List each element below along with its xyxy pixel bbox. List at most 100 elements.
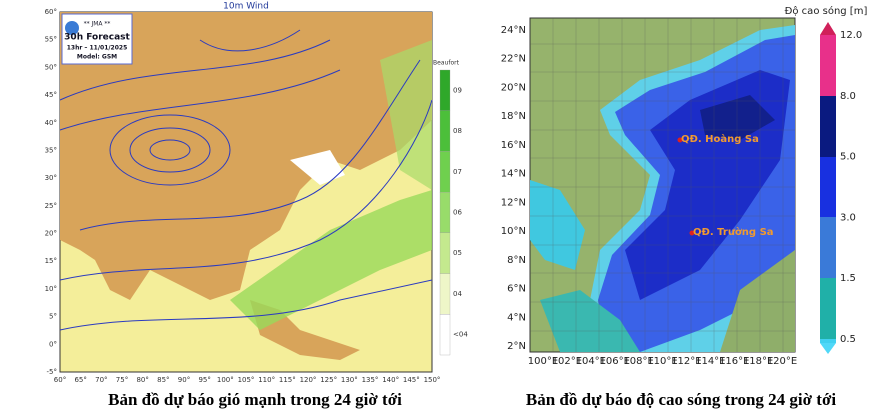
calm	[290, 150, 345, 185]
lon-label: 130°	[341, 376, 358, 384]
legend-title: Độ cao sóng [m]	[785, 5, 868, 17]
map-title: 10m Wind	[223, 2, 269, 12]
lon-label: 118°E	[743, 356, 773, 367]
lon-label: 102°E	[552, 356, 582, 367]
bar-segment	[439, 151, 451, 193]
isobars	[59, 29, 433, 331]
caption: Bản đồ dự báo gió mạnh trong 24 giờ tới	[108, 390, 402, 409]
model: Model: GSM	[77, 54, 117, 61]
lon-label: 75°	[116, 376, 128, 384]
legend-label: <04	[453, 331, 468, 339]
sea-low	[540, 290, 640, 352]
place-dot	[689, 230, 695, 236]
place-label: QĐ. Hoàng Sa	[681, 133, 759, 145]
lon-label: 65°	[74, 376, 86, 384]
legend-label: 04	[453, 290, 462, 298]
lon-label: 112°E	[671, 356, 701, 367]
lat-label: 5°	[49, 313, 57, 321]
bar-segment	[439, 69, 451, 111]
legend-label: 3.0	[840, 212, 856, 223]
sea-peak	[700, 95, 775, 140]
bar-segment	[439, 232, 451, 274]
gulf	[530, 180, 585, 270]
place-label: QĐ. Trường Sa	[693, 226, 774, 238]
lon-label: 110°	[258, 376, 275, 384]
lon-label: 135°	[362, 376, 379, 384]
lat-label: 30°	[45, 174, 57, 182]
legend-label: 1.5	[840, 273, 856, 284]
wind-map: ** JMA ** 30h Forecast 13hr – 11/01/2025…	[59, 2, 468, 373]
place-dot	[677, 137, 683, 143]
lat-label: 60°	[45, 8, 57, 16]
lon-label: 80°	[136, 376, 148, 384]
wave-bar	[820, 22, 836, 354]
lon-label: 100°E	[528, 356, 558, 367]
lon-label: 105°	[238, 376, 255, 384]
lat-label: 8°N	[507, 255, 526, 266]
lon-label: 60°	[54, 376, 66, 384]
lon-label: 116°E	[719, 356, 749, 367]
lon-label: 120°E	[767, 356, 797, 367]
bar-segment	[439, 314, 451, 356]
lat-label: 6°N	[507, 284, 526, 295]
bar-segment	[439, 273, 451, 315]
lon-label: 110°E	[647, 356, 677, 367]
lon-label: 70°	[95, 376, 107, 384]
lat-label: 14°N	[501, 169, 526, 180]
lat-label: 24°N	[501, 25, 526, 36]
legend-label: 8.0	[840, 91, 856, 102]
lat-label: 40°	[45, 119, 57, 127]
lat-label: 15°	[45, 257, 57, 265]
lat-label: 16°N	[501, 140, 526, 151]
lat-label: 45°	[45, 91, 57, 99]
caption: Bản đồ dự báo độ cao sóng trong 24 giờ t…	[526, 390, 836, 409]
lat-label: 10°	[45, 285, 57, 293]
lat-label: 22°N	[501, 54, 526, 65]
bar-segment	[439, 191, 451, 234]
lon-label: 100°	[217, 376, 234, 384]
beaufort-bar: 09 08 07 06 05 04 <04	[439, 69, 468, 356]
lon-label: 106°E	[599, 356, 629, 367]
agency: ** JMA **	[84, 21, 111, 28]
lon-label: 85°	[157, 376, 169, 384]
lon-label: 140°	[382, 376, 399, 384]
lon-label: 114°E	[695, 356, 725, 367]
lon-label: 115°	[279, 376, 296, 384]
legend-label: 05	[453, 249, 462, 257]
lat-label: 18°N	[501, 111, 526, 122]
lat-label: -5°	[47, 368, 57, 376]
lat-label: 25°	[45, 202, 57, 210]
legend-label: 09	[453, 86, 462, 94]
forecast-time: 13hr – 11/01/2025	[67, 45, 128, 52]
legend-label: 06	[453, 209, 462, 217]
wave-map: QĐ. Hoàng Sa QĐ. Trường Sa Độ cao sóng […	[529, 5, 868, 354]
lon-label: 90°	[178, 376, 190, 384]
lat-label: 0°	[49, 340, 57, 348]
lat-label: 20°N	[501, 82, 526, 93]
bar-segment	[439, 110, 451, 152]
legend-label: 07	[453, 168, 462, 176]
lat-label: 20°	[45, 230, 57, 238]
legend-label: 08	[453, 127, 462, 135]
logo	[65, 21, 79, 35]
land	[60, 12, 432, 300]
forecast: 30h Forecast	[64, 33, 130, 43]
lon-label: 125°	[320, 376, 337, 384]
wave-bar-labels: 12.0 8.0 5.0 3.0 1.5 0.5	[840, 30, 862, 345]
lon-label: 145°	[403, 376, 420, 384]
lat-label: 4°N	[507, 312, 526, 323]
lat-label: 10°N	[501, 226, 526, 237]
lat-label: 50°	[45, 63, 57, 71]
grid	[530, 18, 795, 352]
land	[720, 250, 795, 352]
lat-label: 55°	[45, 36, 57, 44]
legend-label: 12.0	[840, 30, 862, 41]
strong-wind	[380, 40, 432, 190]
lat-label: 2°N	[507, 341, 526, 352]
strong-wind	[230, 190, 432, 330]
lon-label: 104°E	[576, 356, 606, 367]
lon-label: 150°	[424, 376, 441, 384]
lon-label: 95°	[198, 376, 210, 384]
lat-label: 12°N	[501, 197, 526, 208]
